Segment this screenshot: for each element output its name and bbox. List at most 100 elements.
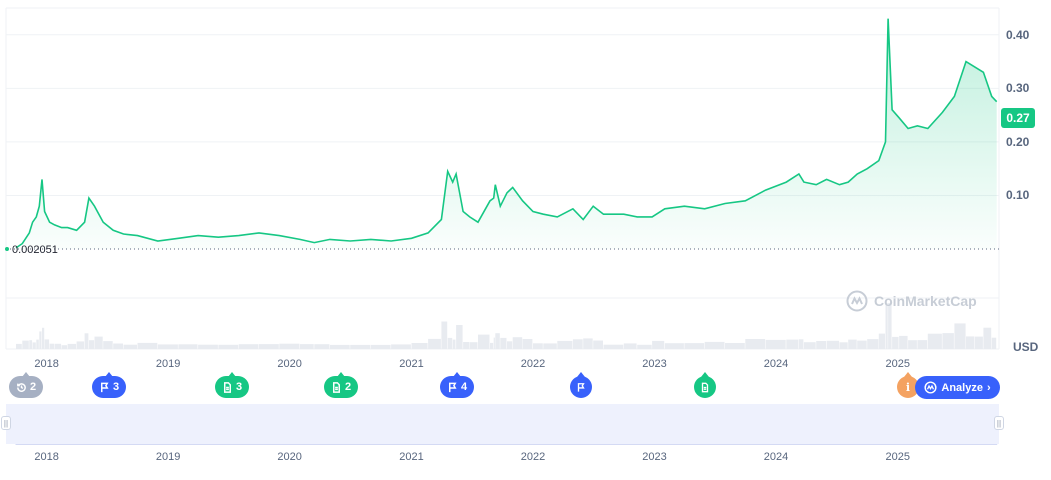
volume-bar: [36, 339, 39, 349]
volume-bar: [391, 344, 411, 349]
volume-bar: [32, 342, 36, 349]
currency-unit-label: USD: [1013, 340, 1039, 354]
price-line: [15, 18, 998, 249]
event-marker[interactable]: 3: [92, 372, 126, 398]
flag-icon: [577, 382, 585, 392]
volume-bar: [314, 344, 330, 349]
volume-bar: [39, 331, 42, 349]
volume-bar: [113, 343, 123, 349]
volume-bar: [16, 343, 22, 349]
volume-bar: [857, 340, 867, 349]
volume-bar: [942, 333, 954, 349]
volume-bar: [664, 343, 684, 349]
volume-bar: [848, 339, 857, 349]
analyze-label: Analyze: [941, 381, 983, 394]
volume-bar: [157, 344, 178, 349]
navigator-right-handle[interactable]: ||: [994, 416, 1004, 430]
volume-bar: [826, 340, 840, 349]
volume-bar: [983, 327, 992, 349]
volume-bar: [765, 339, 786, 349]
volume-bar: [803, 342, 816, 349]
volume-bar: [543, 343, 557, 349]
y-axis-tick-label: 0.30: [1006, 81, 1030, 96]
volume-bar: [441, 321, 448, 349]
volume-bar: [745, 339, 766, 349]
volume-bar: [84, 333, 89, 349]
volume-bar: [495, 333, 500, 349]
document-icon: [223, 381, 231, 393]
info-icon: i: [905, 380, 911, 394]
volume-bar: [123, 344, 137, 349]
volume-bar: [557, 340, 573, 349]
volume-bar: [329, 344, 350, 349]
volume-bar: [238, 344, 259, 349]
price-area: [16, 18, 997, 250]
volume-bar: [29, 340, 33, 349]
volume-bar: [500, 337, 507, 349]
event-marker[interactable]: i: [897, 372, 919, 398]
event-marker[interactable]: 2: [9, 372, 43, 398]
y-axis-tick-label: 0.40: [1006, 27, 1030, 42]
navigator-x-tick-label: 2022: [520, 451, 546, 463]
volume-bar: [469, 342, 478, 349]
y-axis-tick-label: 0.10: [1006, 188, 1030, 203]
volume-bar: [917, 340, 928, 349]
volume-bar: [786, 339, 799, 349]
volume-bar: [411, 343, 428, 349]
volume-bar: [54, 343, 62, 349]
volume-bar: [493, 337, 495, 349]
volume-bar: [927, 333, 942, 349]
volume-bar: [725, 343, 745, 349]
analyze-button[interactable]: Analyze ›: [915, 376, 1000, 399]
flag-icon: [448, 382, 457, 392]
navigator-x-tick-label: 2023: [642, 451, 667, 463]
volume-bar: [652, 340, 665, 349]
x-axis-tick-label: 2021: [399, 358, 424, 370]
volume-bar: [522, 339, 533, 349]
volume-bar: [798, 339, 804, 349]
volume-bar: [218, 344, 239, 349]
event-count: 3: [235, 381, 243, 393]
volume-bar: [178, 344, 198, 349]
volume-bar: [463, 342, 470, 349]
history-icon: [17, 382, 26, 392]
x-axis-tick-label: 2019: [155, 358, 181, 370]
document-icon: [701, 382, 709, 392]
volume-bar: [991, 337, 997, 349]
navigator-left-handle[interactable]: ||: [1, 416, 11, 430]
navigator-x-tick-label: 2024: [763, 451, 789, 463]
x-axis-tick-label: 2020: [277, 358, 302, 370]
y-axis-tick-label: 0.20: [1006, 134, 1030, 149]
navigator-x-tick-label: 2019: [155, 451, 181, 463]
volume-bar: [867, 339, 879, 349]
document-icon: [332, 381, 340, 393]
volume-bar: [839, 342, 848, 349]
navigator-x-tick-label: 2020: [277, 451, 302, 463]
volume-bar: [593, 340, 603, 349]
event-marker[interactable]: 2: [324, 372, 358, 398]
volume-bar: [198, 344, 218, 349]
volume-bar: [103, 341, 113, 349]
watermark-text: CoinMarketCap: [874, 293, 977, 309]
volume-bar: [350, 344, 371, 349]
event-marker[interactable]: [570, 372, 592, 398]
volume-bar: [899, 335, 908, 349]
volume-bar: [61, 345, 68, 349]
navigator-x-tick-label: 2021: [399, 451, 424, 463]
volume-bar: [137, 342, 158, 349]
event-marker[interactable]: 4: [440, 372, 474, 398]
volume-bar: [67, 343, 77, 349]
event-marker[interactable]: 3: [215, 372, 249, 398]
event-marker[interactable]: [694, 372, 716, 398]
volume-bar: [533, 343, 543, 349]
volume-bar: [94, 336, 103, 349]
volume-bar: [583, 338, 593, 349]
volume-bar: [49, 343, 55, 349]
volume-bar: [684, 343, 705, 349]
volume-bar: [452, 339, 456, 349]
volume-bar: [572, 339, 583, 349]
flag-icon: [100, 382, 109, 392]
volume-bar: [888, 303, 892, 349]
range-navigator[interactable]: [6, 404, 999, 444]
volume-bar: [603, 344, 624, 349]
